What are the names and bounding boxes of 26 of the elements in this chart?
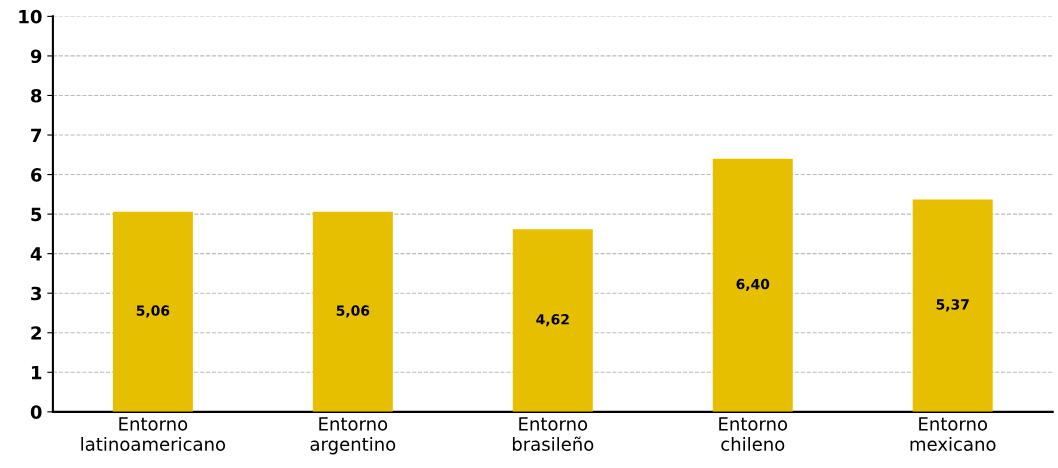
data-label: 5,06 xyxy=(136,305,170,318)
data-label: 6,40 xyxy=(736,278,770,292)
y-tick-label: 2 xyxy=(31,326,41,340)
data-label: 5,37 xyxy=(936,299,969,312)
data-label: 5,06 xyxy=(336,305,370,318)
y-tick-label: 5 xyxy=(31,207,42,222)
x-tick-label: Entorno latinoamericano xyxy=(81,417,226,451)
y-tick-label: 9 xyxy=(30,49,42,64)
y-tick-label: 4 xyxy=(30,247,42,261)
y-tick-label: 0 xyxy=(30,405,42,419)
y-tick-label: 6 xyxy=(31,168,42,182)
bar xyxy=(312,211,393,412)
y-tick-label: 10 xyxy=(19,9,42,24)
bar xyxy=(712,158,793,412)
y-tick-label: 1 xyxy=(31,365,42,380)
x-tick-label: Entorno argentino xyxy=(310,417,396,455)
y-tick-label: 8 xyxy=(31,88,42,103)
bar xyxy=(912,199,993,412)
y-tick-label: 3 xyxy=(31,286,42,301)
x-tick-label: Entorno mexicano xyxy=(910,417,996,451)
bar xyxy=(512,229,593,412)
x-tick-label: Entorno chileno xyxy=(719,417,788,451)
x-tick-label: Entorno brasileño xyxy=(512,417,594,451)
data-label: 4,62 xyxy=(536,314,569,327)
y-tick-label: 7 xyxy=(31,128,42,142)
bar xyxy=(112,211,193,412)
